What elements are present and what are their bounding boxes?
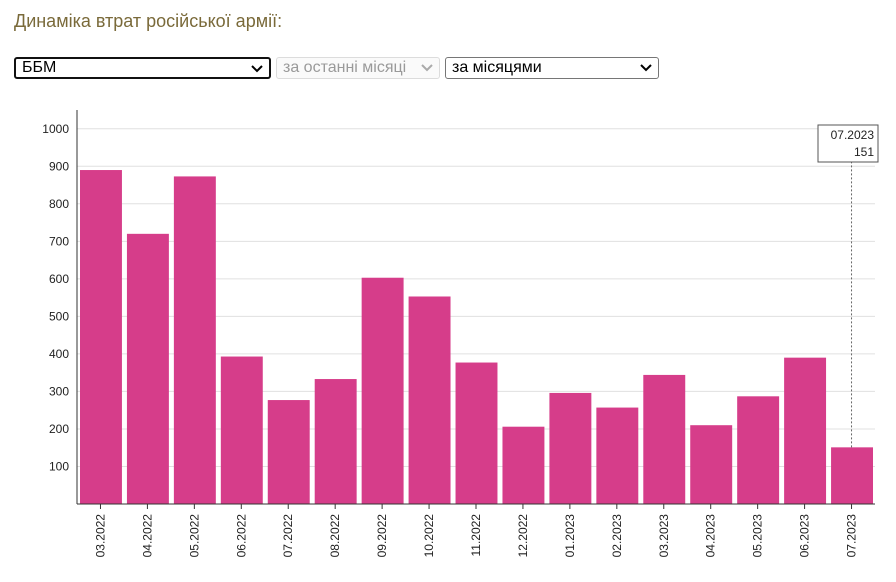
tooltip-value: 151 xyxy=(854,145,874,159)
period-select[interactable]: за останні місяці xyxy=(276,57,440,79)
x-tick-label: 04.2023 xyxy=(704,514,718,558)
x-tick-label: 03.2022 xyxy=(93,514,107,558)
x-tick-label: 05.2022 xyxy=(187,514,201,558)
y-axis: 100 200 300 400 500 600 700 800 900 1000 xyxy=(42,110,78,504)
y-tick-label: 500 xyxy=(49,309,69,323)
y-tick-label: 1000 xyxy=(42,122,69,136)
x-tick-label: 11.2022 xyxy=(469,514,483,557)
tooltip-label: 07.2023 xyxy=(831,128,875,142)
chevron-down-icon xyxy=(640,64,652,72)
bar[interactable] xyxy=(455,362,498,504)
x-tick-label: 04.2022 xyxy=(140,514,154,558)
bar[interactable] xyxy=(267,400,310,504)
bar[interactable] xyxy=(126,233,169,505)
grouping-select[interactable]: за місяцями xyxy=(445,57,659,79)
hover-tooltip: 07.2023 151 xyxy=(817,124,879,448)
y-tick-label: 200 xyxy=(49,422,69,436)
x-tick-label: 01.2023 xyxy=(563,514,577,558)
x-tick-label: 09.2022 xyxy=(375,514,389,558)
x-tick-label: 03.2023 xyxy=(657,514,671,558)
bar[interactable] xyxy=(408,296,451,504)
x-tick-label: 02.2023 xyxy=(610,514,624,558)
x-tick-label: 06.2023 xyxy=(798,514,812,558)
y-tick-label: 800 xyxy=(49,197,69,211)
y-tick-label: 900 xyxy=(49,159,69,173)
tooltip-box xyxy=(817,124,879,163)
x-tick-label: 06.2022 xyxy=(234,514,248,558)
x-tick-label: 12.2022 xyxy=(516,514,530,558)
bar[interactable] xyxy=(314,379,357,504)
y-tick-label: 700 xyxy=(49,234,69,248)
x-tick-label: 10.2022 xyxy=(422,514,436,558)
bar[interactable] xyxy=(80,170,122,504)
bar[interactable] xyxy=(173,176,216,504)
y-tick-label: 400 xyxy=(49,347,69,361)
bar[interactable] xyxy=(831,447,873,504)
chevron-down-icon xyxy=(421,64,433,72)
grouping-select-value: за місяцями xyxy=(452,59,542,76)
bars xyxy=(80,170,873,505)
x-tick-label: 08.2022 xyxy=(328,514,342,558)
x-tick-label: 07.2023 xyxy=(845,514,859,558)
bar[interactable] xyxy=(737,396,780,504)
metric-select-value: ББМ xyxy=(22,59,57,76)
bar[interactable] xyxy=(784,357,827,504)
bar[interactable] xyxy=(502,426,545,504)
bar[interactable] xyxy=(596,407,639,504)
bar[interactable] xyxy=(361,277,404,504)
bar[interactable] xyxy=(220,356,263,504)
bar[interactable] xyxy=(690,425,733,504)
x-tick-label: 07.2022 xyxy=(281,514,295,558)
bar[interactable] xyxy=(549,392,592,504)
y-tick-label: 600 xyxy=(49,272,69,286)
x-axis: 03.2022 04.2022 05.2022 06.2022 07.2022 08.20… xyxy=(77,503,875,558)
metric-select[interactable]: ББМ xyxy=(14,57,271,79)
chevron-down-icon xyxy=(251,65,263,73)
bar[interactable] xyxy=(643,374,686,504)
x-tick-label: 05.2023 xyxy=(751,514,765,558)
y-tick-label: 100 xyxy=(49,459,69,473)
chart-title: Динаміка втрат російської армії: xyxy=(14,11,283,31)
period-select-value: за останні місяці xyxy=(283,59,407,76)
y-tick-label: 300 xyxy=(49,384,69,398)
